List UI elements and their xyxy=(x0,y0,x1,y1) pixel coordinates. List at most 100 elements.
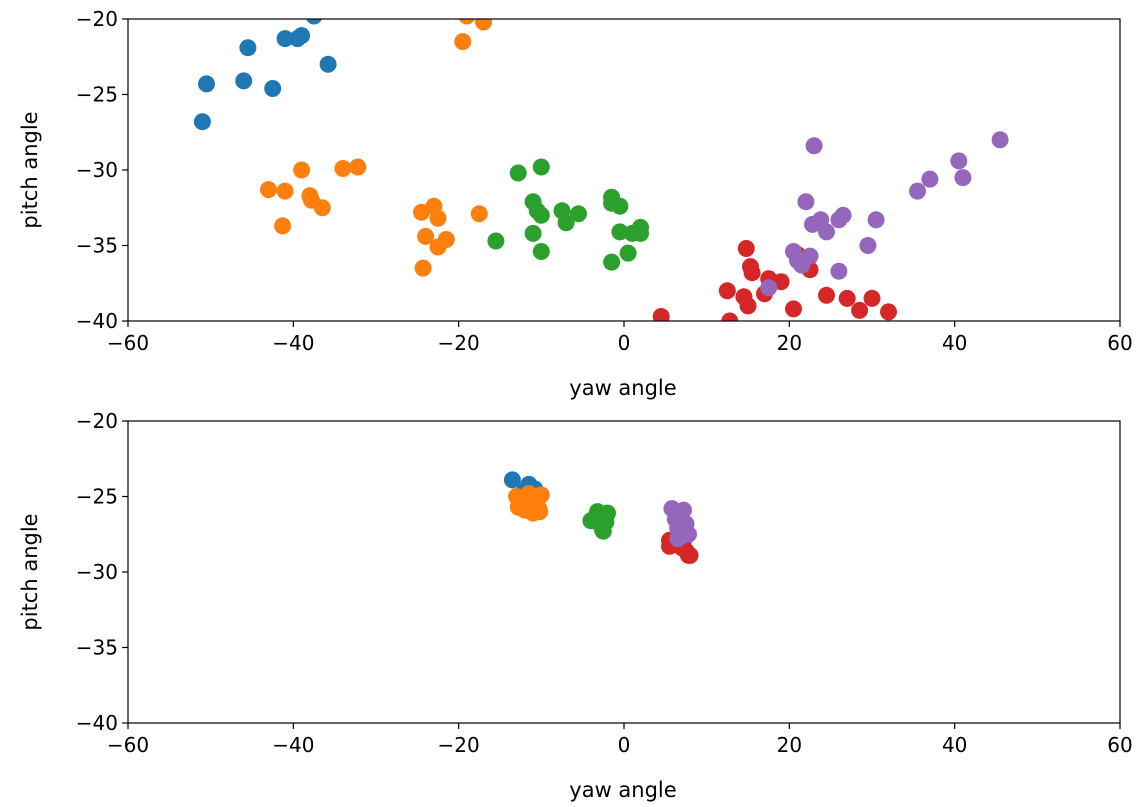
scatter-point xyxy=(594,522,612,540)
scatter-point xyxy=(851,301,869,319)
scatter-point xyxy=(264,80,282,97)
markers xyxy=(193,19,1009,321)
x-tick-label: 40 xyxy=(942,733,967,757)
y-tick-label: −25 xyxy=(76,485,118,509)
scatter-point xyxy=(437,231,455,248)
y-tick-label: −30 xyxy=(76,560,118,584)
scatter-point xyxy=(306,19,322,25)
scatter-point xyxy=(313,199,331,217)
scatter-point xyxy=(198,75,215,93)
scatter-point xyxy=(532,206,550,224)
scatter-point xyxy=(797,193,815,211)
x-tick-label: −40 xyxy=(272,331,314,355)
plot-frame xyxy=(127,18,1121,322)
scatter-point xyxy=(632,224,649,242)
scatter-point xyxy=(859,237,877,254)
x-tick-label: 0 xyxy=(618,331,631,355)
scatter-point xyxy=(532,486,550,504)
scatter-point xyxy=(458,19,475,25)
scatter-point xyxy=(950,152,968,170)
scatter-point xyxy=(276,182,294,200)
scatter-point xyxy=(818,286,835,304)
scatter-point xyxy=(487,232,505,250)
x-tick-label: 0 xyxy=(618,733,631,757)
x-axis-label: yaw angle xyxy=(569,778,676,802)
scatter-point xyxy=(454,33,472,51)
scatter-point xyxy=(260,181,277,199)
x-tick-label: −60 xyxy=(107,733,149,757)
scatter-point xyxy=(293,161,311,179)
scatter-point xyxy=(818,223,835,241)
scatter-point xyxy=(830,262,848,280)
scatter-point xyxy=(909,182,926,200)
y-axis-label: pitch angle xyxy=(18,513,42,630)
scatter-point xyxy=(805,137,823,155)
scatter-point xyxy=(867,211,885,229)
scatter-point xyxy=(599,504,616,522)
scatter-point xyxy=(417,227,435,245)
scatter-point xyxy=(673,510,691,528)
x-tick-label: 20 xyxy=(777,331,802,355)
scatter-point xyxy=(619,244,637,262)
scatter-point xyxy=(293,27,311,45)
scatter-point xyxy=(681,546,699,564)
scatter-point xyxy=(785,300,802,318)
y-tick-label: −35 xyxy=(76,636,118,660)
x-tick-label: −60 xyxy=(107,331,149,355)
scatter-point xyxy=(414,259,432,277)
y-tick-label: −20 xyxy=(76,7,118,31)
scatter-point xyxy=(334,160,352,177)
scatter-point xyxy=(603,253,621,271)
y-tick-label: −40 xyxy=(76,711,118,735)
scatter-point xyxy=(669,530,687,548)
scatter-point xyxy=(863,289,881,307)
scatter-point xyxy=(509,164,527,182)
scatter-point xyxy=(274,217,292,235)
scatter-point xyxy=(838,289,856,307)
scatter-point xyxy=(235,72,253,90)
y-tick-label: −25 xyxy=(76,83,118,107)
scatter-point xyxy=(880,303,897,321)
x-tick-label: 20 xyxy=(777,733,802,757)
y-axis-label: pitch angle xyxy=(18,111,42,228)
x-tick-label: 40 xyxy=(942,331,967,355)
scatter-point xyxy=(503,471,521,489)
scatter-point xyxy=(349,158,367,176)
scatter-point xyxy=(532,158,550,176)
scatter-point xyxy=(475,19,492,31)
scatter-point xyxy=(954,169,972,187)
scatter-point xyxy=(611,197,629,215)
scatter-point xyxy=(319,55,337,73)
scatter-point xyxy=(737,240,755,257)
scatter-point xyxy=(276,30,294,48)
scatter-point xyxy=(718,282,736,300)
scatter-point xyxy=(570,205,587,223)
x-tick-label: −20 xyxy=(438,331,480,355)
y-tick-label: −30 xyxy=(76,158,118,182)
y-tick-label: −35 xyxy=(76,234,118,258)
scatter-point xyxy=(514,494,532,511)
scatter-point xyxy=(991,131,1009,149)
y-tick-label: −40 xyxy=(76,309,118,333)
scatter-point xyxy=(743,264,761,282)
plot-frame xyxy=(127,420,1121,724)
scatter-point xyxy=(834,206,852,224)
x-tick-label: 60 xyxy=(1107,733,1132,757)
scatter-point xyxy=(524,224,542,242)
scatter-point xyxy=(239,39,257,57)
scatter-point xyxy=(611,223,629,241)
x-tick-label: −20 xyxy=(438,733,480,757)
scatter-point xyxy=(193,113,211,131)
markers xyxy=(503,471,699,564)
scatter-point xyxy=(760,279,778,297)
scatter-point xyxy=(557,214,575,232)
x-tick-label: −40 xyxy=(272,733,314,757)
scatter-point xyxy=(531,503,549,521)
scatter-point xyxy=(721,312,739,321)
scatter-point xyxy=(801,247,819,265)
x-tick-label: 60 xyxy=(1107,331,1132,355)
scatter-point xyxy=(470,205,488,223)
